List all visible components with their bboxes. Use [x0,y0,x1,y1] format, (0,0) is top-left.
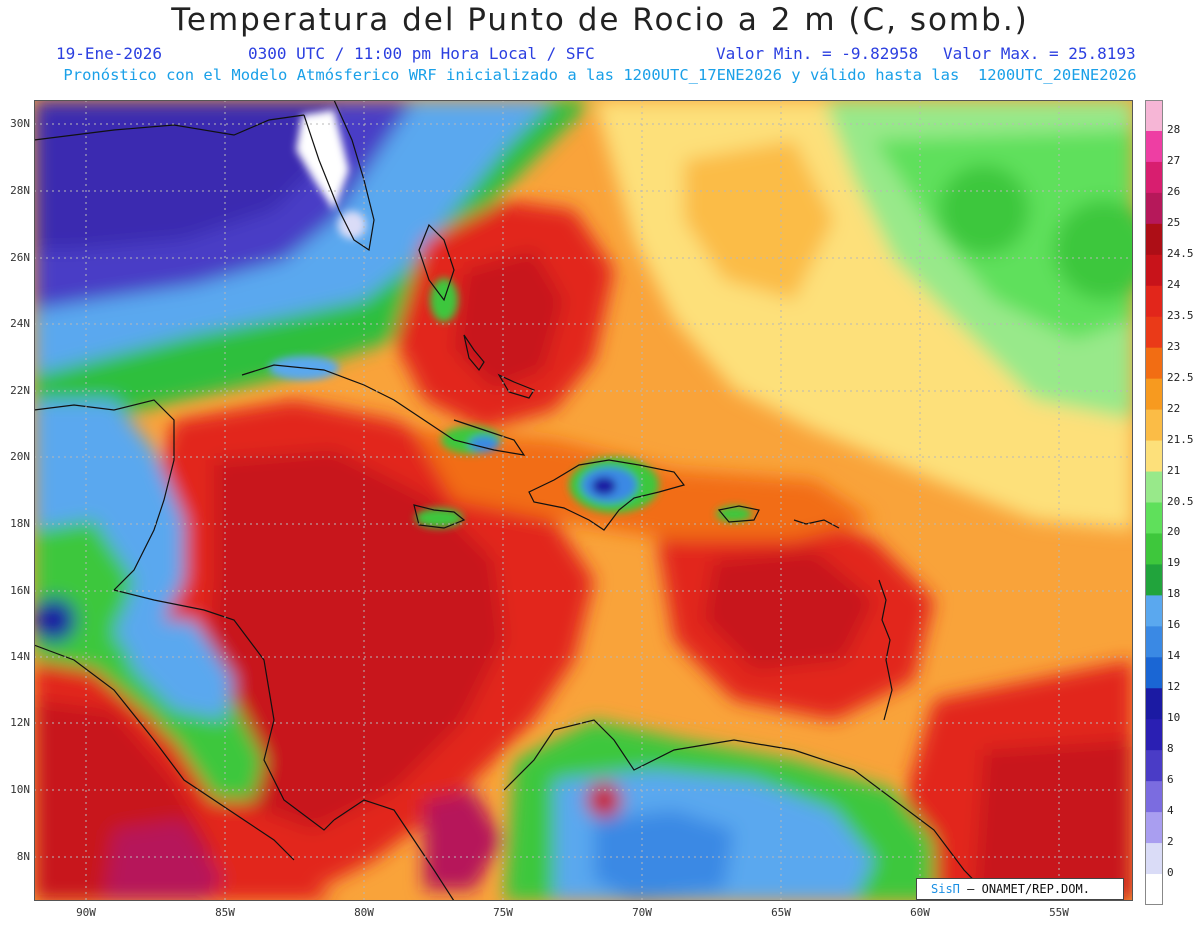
colorbar-label: 18 [1167,587,1181,601]
colorbar-swatch [1145,440,1163,473]
colorbar-label: 4 [1167,804,1174,818]
colorbar-swatch [1145,564,1163,596]
colorbar-label: 23 [1167,339,1181,353]
colorbar-label: 27 [1167,153,1181,167]
credit-text: – ONAMET/REP.DOM. [967,882,1090,896]
colorbar-label: 6 [1167,773,1174,787]
lat-label: 8N [16,850,30,863]
colorbar-swatch [1145,130,1163,163]
map-title: Temperatura del Punto de Rocio a 2 m (C,… [171,2,1029,38]
colorbar-label: 19 [1167,556,1181,570]
colorbar-label: 14 [1167,649,1181,663]
colorbar-swatch [1145,626,1163,658]
colorbar-swatch [1145,657,1163,689]
colorbar-swatch [1145,285,1163,318]
lat-label: 22N [10,384,30,397]
colorbar-label: 28 [1167,122,1181,136]
lat-label: 10N [10,783,30,796]
lat-label: 30N [10,117,30,130]
colorbar [1145,100,1163,905]
colorbar-swatch [1145,781,1163,813]
credit-brand: SisΠ [931,882,960,896]
colorbar-swatch [1145,409,1163,442]
lat-label: 14N [10,650,30,663]
colorbar-swatch [1145,161,1163,194]
lat-label: 20N [10,450,30,463]
min-value: Valor Min. = -9.82958 [716,44,919,63]
colorbar-swatch [1145,874,1163,905]
colorbar-swatch [1145,100,1163,132]
colorbar-swatch [1145,595,1163,627]
lon-label: 90W [76,906,96,919]
lon-label: 60W [910,906,930,919]
colorbar-swatch [1145,719,1163,751]
max-value: Valor Max. = 25.8193 [943,44,1136,63]
colorbar-swatch [1145,223,1163,256]
lon-label: 65W [771,906,791,919]
colorbar-label: 10 [1167,711,1181,725]
colorbar-label: 21.5 [1167,432,1194,446]
colorbar-label: 25 [1167,215,1181,229]
forecast-time: 0300 UTC / 11:00 pm Hora Local / SFC [248,44,595,63]
lon-label: 55W [1049,906,1069,919]
colorbar-label: 24.5 [1167,246,1194,260]
colorbar-label: 2 [1167,835,1174,849]
colorbar-swatch [1145,192,1163,225]
colorbar-label: 12 [1167,680,1181,694]
colorbar-swatch [1145,750,1163,782]
colorbar-label: 26 [1167,184,1181,198]
colorbar-label: 24 [1167,277,1181,291]
colorbar-swatch [1145,502,1163,534]
colorbar-label: 16 [1167,618,1181,632]
colorbar-swatch [1145,812,1163,844]
lat-label: 26N [10,251,30,264]
lat-label: 28N [10,184,30,197]
colorbar-swatch [1145,843,1163,875]
colorbar-swatch [1145,533,1163,565]
colorbar-label: 0 [1167,866,1174,880]
gridlines [34,100,1133,901]
lat-label: 16N [10,584,30,597]
forecast-date: 19-Ene-2026 [56,44,162,63]
lon-label: 70W [632,906,652,919]
lat-label: 18N [10,517,30,530]
colorbar-label: 8 [1167,742,1174,756]
colorbar-swatch [1145,378,1163,411]
lon-label: 75W [493,906,513,919]
colorbar-label: 22 [1167,401,1181,415]
colorbar-label: 23.5 [1167,308,1194,322]
lon-label: 80W [354,906,374,919]
colorbar-swatch [1145,471,1163,503]
lat-label: 24N [10,317,30,330]
colorbar-label: 22.5 [1167,370,1194,384]
colorbar-swatch [1145,688,1163,720]
colorbar-swatch [1145,316,1163,349]
colorbar-swatch [1145,254,1163,287]
colorbar-swatch [1145,347,1163,380]
colorbar-label: 21 [1167,463,1181,477]
lat-label: 12N [10,716,30,729]
dewpoint-map [34,100,1133,901]
coastlines [34,100,995,901]
forecast-subtitle: Pronóstico con el Modelo Atmósferico WRF… [63,66,1137,84]
colorbar-label: 20 [1167,525,1181,539]
credit-box: SisΠ – ONAMET/REP.DOM. [916,878,1124,900]
colorbar-label: 20.5 [1167,494,1194,508]
lon-label: 85W [215,906,235,919]
